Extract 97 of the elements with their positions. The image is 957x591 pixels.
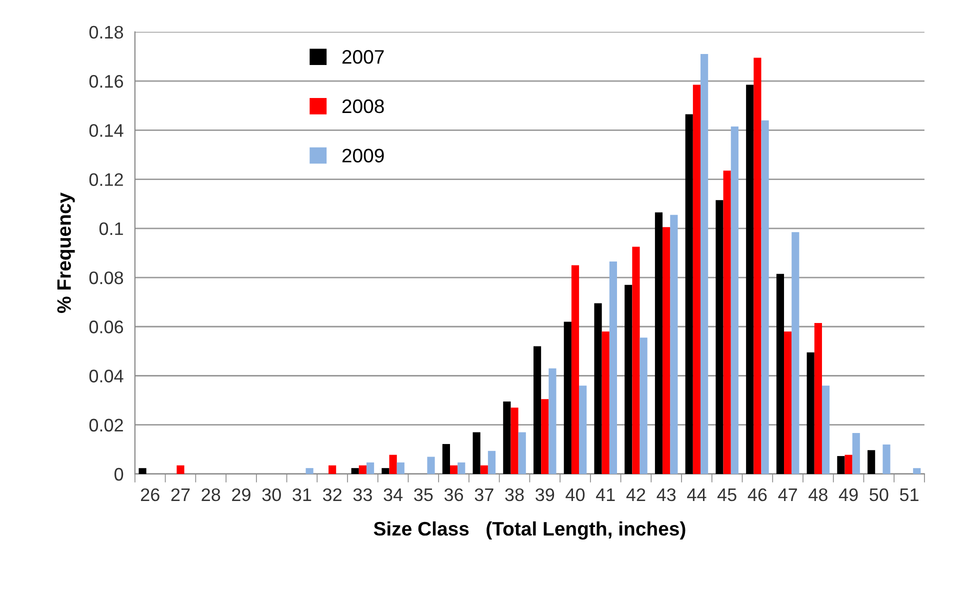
bar (730, 126, 738, 474)
legend-label: 2008 (342, 99, 384, 114)
bar (541, 399, 549, 474)
bar (533, 346, 542, 474)
x-tick-label: 39 (536, 488, 554, 502)
bar (396, 462, 404, 474)
y-tick-label: 0.18 (89, 26, 124, 39)
bar (868, 450, 876, 474)
y-tick-label: 0 (114, 468, 124, 481)
bar (518, 432, 526, 474)
bar (632, 246, 640, 474)
x-tick-label: 34 (384, 488, 403, 502)
bar (776, 274, 784, 474)
bar (366, 462, 374, 474)
y-axis-title: % Frequency (57, 192, 75, 313)
bar (837, 456, 845, 474)
bar (548, 368, 556, 474)
x-tick-label: 38 (505, 488, 524, 502)
bar (852, 432, 860, 474)
x-tick-label: 35 (414, 488, 433, 502)
x-tick-label: 27 (171, 488, 190, 501)
x-tick-label: 28 (202, 488, 220, 502)
bar (138, 468, 146, 474)
bar (692, 84, 701, 474)
x-tick-label: 43 (656, 488, 676, 502)
x-tick-label: 40 (566, 488, 585, 502)
bar (389, 454, 397, 474)
bar (351, 468, 359, 474)
bar (480, 465, 488, 474)
bar (450, 465, 458, 474)
x-tick-label: 44 (687, 488, 706, 501)
bar (602, 332, 610, 474)
bar (510, 408, 518, 474)
x-tick-label: 26 (140, 488, 160, 502)
bar (882, 444, 890, 474)
x-tick-label: 37 (474, 488, 494, 502)
x-tick-label: 49 (838, 488, 858, 502)
bar (761, 120, 769, 474)
legend-label: 2009 (342, 148, 384, 162)
bar (792, 232, 800, 474)
y-tick-label: 0.14 (89, 124, 124, 137)
y-tick-label: 0.02 (89, 418, 123, 432)
bar (844, 454, 852, 474)
bar (662, 227, 670, 474)
y-tick-label: 0.12 (89, 173, 123, 186)
bar (913, 468, 921, 474)
x-tick-label: 31 (292, 488, 312, 502)
bar (442, 444, 450, 474)
bar (723, 170, 731, 474)
bar (754, 58, 762, 474)
bar (488, 450, 496, 474)
bar (700, 54, 708, 474)
bar (746, 84, 754, 474)
bar (806, 352, 814, 474)
bar (328, 465, 336, 474)
x-tick-label: 30 (262, 488, 281, 502)
legend-label: 2007 (342, 50, 384, 64)
bar (564, 322, 572, 474)
x-tick-label: 46 (748, 488, 767, 502)
bar (640, 338, 648, 474)
bar (670, 214, 678, 474)
bar (571, 265, 580, 474)
x-tick-label: 29 (232, 488, 250, 502)
y-tick-label: 0.08 (89, 271, 124, 284)
bar (358, 465, 366, 474)
bar (822, 386, 830, 474)
x-tick-label: 42 (626, 488, 646, 501)
bar (306, 468, 314, 474)
bar (716, 200, 724, 474)
x-tick-label: 50 (870, 488, 888, 502)
y-tick-label: 0.06 (89, 320, 124, 334)
y-tick-label: 0.16 (89, 74, 124, 88)
x-tick-label: 32 (322, 488, 342, 502)
bar (382, 468, 390, 474)
bar (176, 465, 184, 474)
x-tick-label: 47 (778, 488, 797, 501)
x-tick-label: 36 (444, 488, 464, 502)
bar (579, 386, 587, 474)
bar (503, 402, 511, 474)
bar (472, 432, 480, 474)
bar (784, 332, 792, 474)
x-axis-title: Size Class (Total Length, inches) (374, 521, 686, 540)
bar (427, 456, 435, 474)
bar (458, 462, 466, 474)
bar (685, 114, 693, 474)
x-tick-label: 33 (353, 488, 372, 502)
x-tick-label: 51 (900, 488, 918, 502)
bar (594, 303, 602, 474)
bar (624, 284, 632, 474)
x-tick-label: 45 (717, 488, 736, 502)
bar (814, 322, 822, 474)
x-tick-label: 41 (596, 488, 615, 501)
bar (609, 262, 618, 474)
y-tick-label: 0.04 (89, 370, 124, 382)
x-tick-label: 48 (808, 488, 828, 502)
y-tick-label: 0.1 (99, 222, 123, 236)
bar (654, 212, 663, 474)
